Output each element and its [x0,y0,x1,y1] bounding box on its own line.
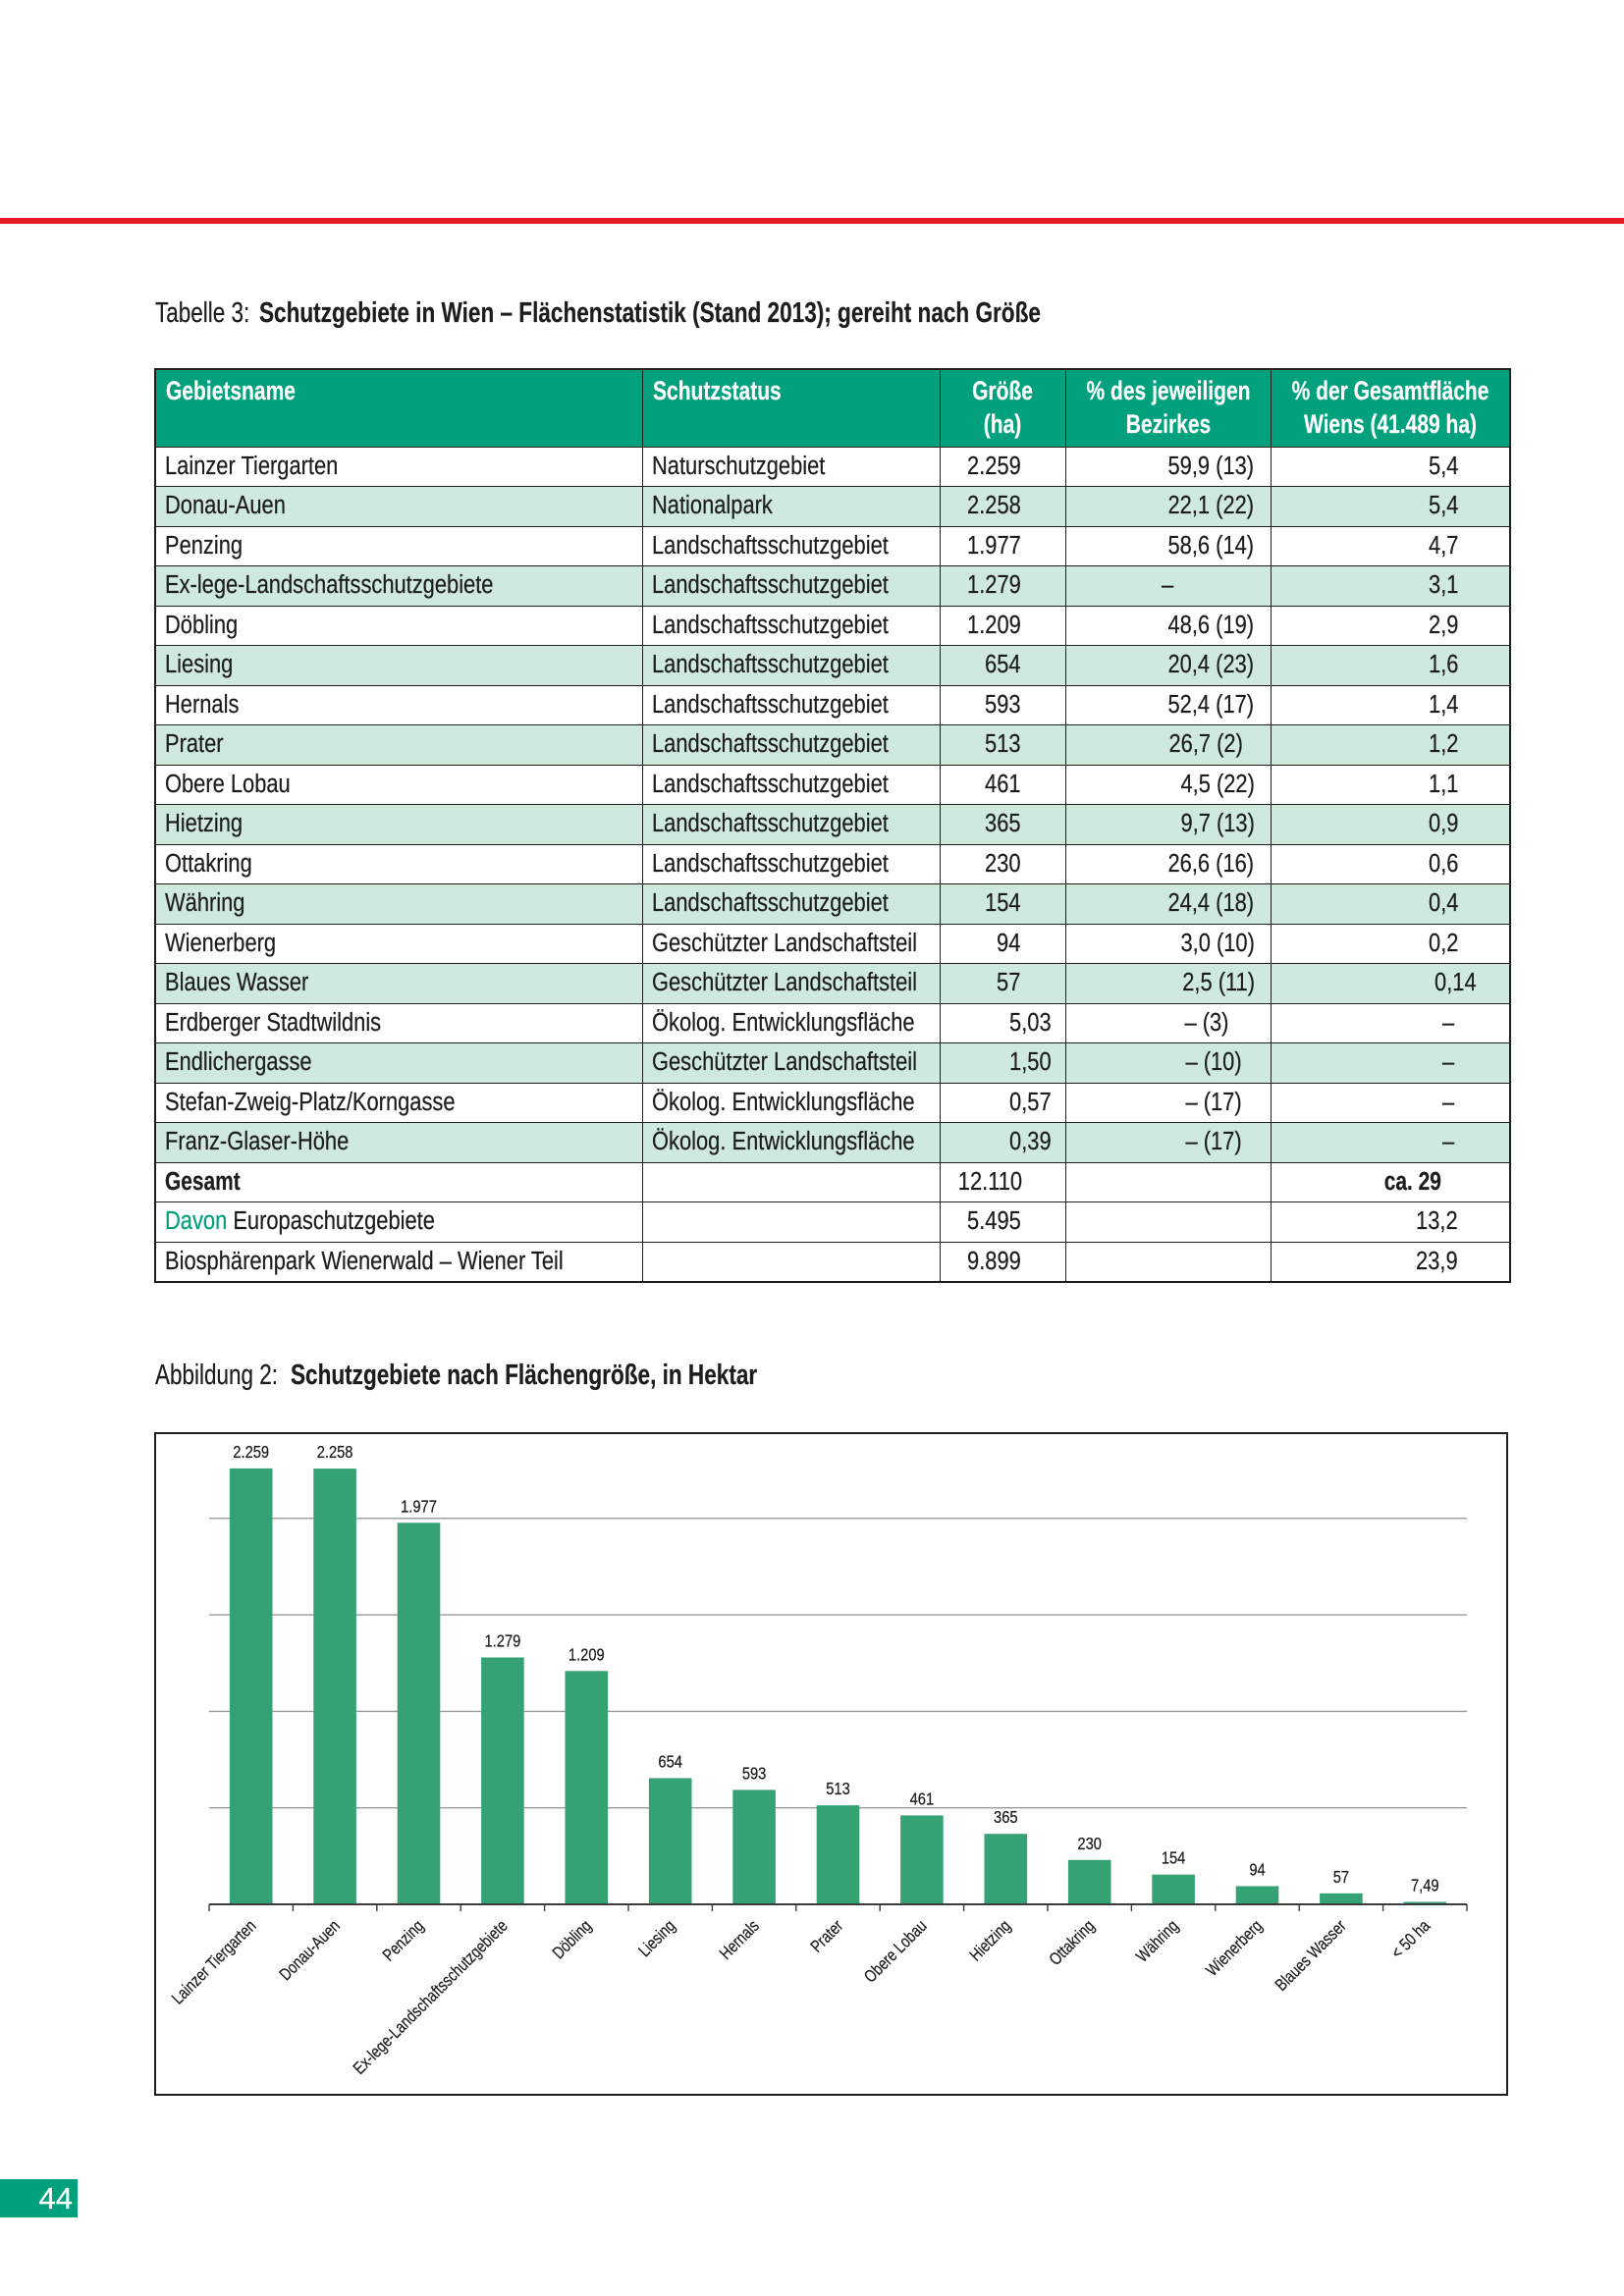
svg-text:Hernals: Hernals [717,1917,763,1963]
svg-text:513: 513 [826,1780,850,1798]
svg-text:Ottakring: Ottakring [1046,1917,1098,1969]
svg-text:Penzing: Penzing [380,1917,428,1965]
svg-text:Währing: Währing [1133,1917,1182,1966]
svg-text:230: 230 [1077,1835,1102,1853]
svg-text:Hietzing: Hietzing [966,1917,1014,1965]
svg-text:2.258: 2.258 [317,1443,353,1462]
svg-text:7,49: 7,49 [1411,1876,1439,1895]
svg-text:Ex-lege-Landschaftsschutzgebie: Ex-lege-Landschaftsschutzgebiete [351,1917,513,2079]
svg-text:1.209: 1.209 [568,1645,605,1664]
svg-text:2.259: 2.259 [233,1443,269,1462]
svg-text:Donau-Auen: Donau-Auen [276,1917,344,1985]
svg-text:Obere Lobau: Obere Lobau [861,1917,931,1987]
svg-text:Döbling: Döbling [550,1917,596,1963]
svg-text:Liesing: Liesing [635,1917,679,1961]
svg-text:1.279: 1.279 [485,1631,521,1650]
svg-text:593: 593 [742,1764,767,1783]
svg-text:Wienerberg: Wienerberg [1203,1917,1266,1980]
svg-text:461: 461 [910,1789,935,1808]
svg-text:654: 654 [658,1752,682,1771]
svg-text:57: 57 [1333,1868,1349,1887]
svg-text:Blaues Wasser: Blaues Wasser [1272,1916,1351,1995]
svg-text:Prater: Prater [807,1916,847,1956]
svg-text:Lainzer Tiergarten: Lainzer Tiergarten [169,1917,260,2008]
svg-text:1.977: 1.977 [401,1497,437,1516]
svg-text:365: 365 [994,1808,1018,1827]
svg-text:< 50 ha: < 50 ha [1388,1917,1435,1963]
svg-text:154: 154 [1162,1849,1186,1868]
svg-text:94: 94 [1249,1860,1265,1879]
